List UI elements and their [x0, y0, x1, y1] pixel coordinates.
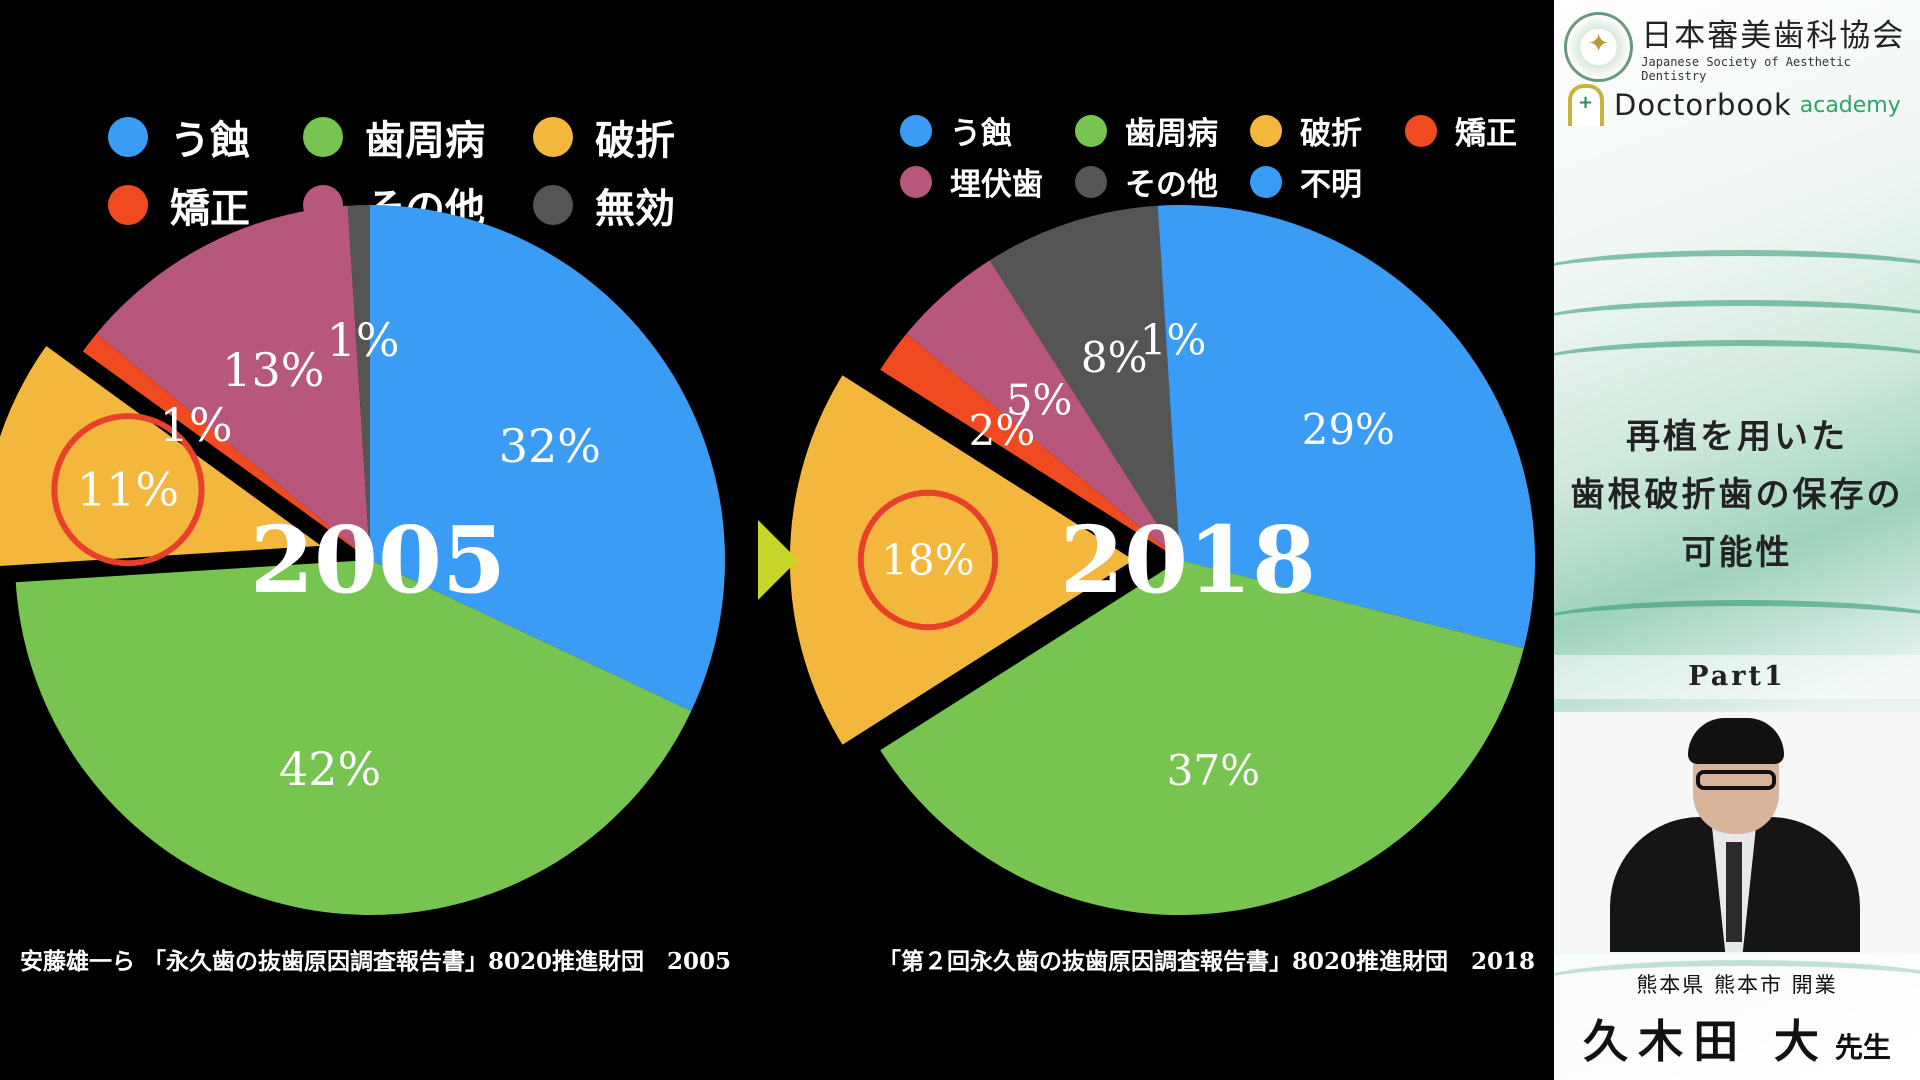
title-line: 可能性 [1681, 533, 1793, 573]
decor-wave [1554, 250, 1920, 296]
legend-item: 破折 [1250, 108, 1405, 153]
slice-label: 5% [1006, 376, 1073, 425]
legend-swatch [900, 165, 932, 198]
legend-label: う蝕 [950, 116, 1012, 152]
legend-label: 歯周病 [1125, 116, 1218, 152]
slice-label: 37% [1167, 746, 1260, 795]
slice-label: 29% [1302, 405, 1395, 454]
decor-wave [1554, 600, 1920, 646]
slice-label: 2% [969, 406, 1036, 455]
legend-swatch [1250, 165, 1282, 198]
legend-item: 無効 [533, 176, 693, 234]
legend-item: 不明 [1250, 159, 1405, 204]
citation-2005: 安藤雄一ら 「永久歯の抜歯原因調査報告書」8020推進財団 2005 [20, 948, 732, 975]
pie-slice [1180, 205, 1535, 649]
society-name: 日本審美歯科協会 [1641, 18, 1906, 54]
legend-swatch [1075, 114, 1107, 147]
legend-swatch [1405, 114, 1437, 147]
citation-2018: 「第２回永久歯の抜歯原因調査報告書」8020推進財団 2018 [878, 948, 1536, 975]
society-seal-icon [1564, 11, 1634, 82]
legend-swatch [1075, 165, 1107, 198]
legend-item: 矯正 [108, 176, 303, 234]
highlight-ring [51, 413, 205, 567]
decor-wave [1554, 300, 1920, 346]
pie-slice [15, 560, 692, 916]
pie-slice [1157, 205, 1180, 560]
brand-name: Doctorbook [1614, 88, 1792, 122]
pie-slice [370, 205, 725, 712]
legend-item: 矯正 [1405, 108, 1535, 153]
title-line: 歯根破折歯の保存の [1570, 475, 1904, 515]
slice-label: 1% [327, 313, 400, 367]
pie-charts: 32%42%11%1%13%1%200529%37%18%2%5%8%1%201… [0, 205, 1535, 916]
legend-swatch [900, 114, 932, 147]
legend-label: その他 [1125, 167, 1218, 203]
legend-label: 矯正 [1455, 116, 1517, 152]
legend-item: その他 [1075, 159, 1250, 204]
speaker-honorific: 先生 [1834, 1031, 1891, 1064]
title-line: 再植を用いた [1626, 417, 1848, 457]
pie-slice [347, 205, 370, 560]
speaker-name: 久木田 大 [1583, 1015, 1829, 1068]
pie-slice [989, 205, 1180, 561]
legend-item: 埋伏歯 [900, 159, 1075, 204]
society-logo: 日本審美歯科協会 Japanese Society of Aesthetic D… [1564, 10, 1920, 83]
pie-slice [880, 560, 1524, 915]
legend-item: う蝕 [900, 108, 1075, 153]
slice-label: 11% [77, 463, 179, 517]
slice-label: 13% [222, 343, 324, 397]
slice-label: 32% [499, 419, 601, 473]
legend-item: 破折 [533, 108, 693, 166]
slide: う蝕 歯周病 破折 矯正 その他 無効 う蝕 歯周病 破折 矯正 埋伏歯 その他 不明 32% 42% 1… [0, 108, 1536, 975]
doctorbook-logo: Doctorbook academy [1568, 84, 1901, 126]
legend-2018: う蝕 歯周病 破折 矯正埋伏歯 その他 不明 [900, 108, 1535, 204]
legend-label: 無効 [595, 186, 675, 232]
speaker-hair [1688, 718, 1784, 764]
lecture-title: 再植を用いた 歯根破折歯の保存の 可能性 [1554, 408, 1920, 582]
legend-label: 歯周病 [365, 118, 485, 164]
pie-slice [96, 205, 370, 561]
pie-slice [0, 334, 344, 575]
slice-label: 42% [279, 742, 381, 796]
highlight-ring [857, 489, 999, 631]
brand-sub: academy [1799, 92, 1901, 118]
legend-swatch [303, 117, 343, 157]
speaker-glasses [1696, 770, 1776, 790]
slice-label: 18% [881, 536, 974, 585]
legend-label: 破折 [595, 118, 675, 164]
legend-item: 歯周病 [1075, 108, 1250, 153]
speaker-video [1554, 712, 1920, 952]
pie-slice [82, 333, 371, 560]
chart-year-title: 2018 [1060, 506, 1316, 614]
legend-label: 破折 [1300, 116, 1362, 152]
legend-swatch [108, 185, 148, 225]
speaker-tie [1726, 842, 1742, 942]
pie-slice [906, 260, 1180, 560]
slice-label: 1% [160, 398, 233, 452]
legend-label: 埋伏歯 [950, 167, 1043, 203]
arrow-right-icon [758, 520, 798, 600]
legend-swatch [108, 117, 148, 157]
legend-swatch [1250, 114, 1282, 147]
slice-label: 1% [1140, 316, 1207, 365]
legend-label: 矯正 [170, 186, 250, 232]
part-label: Part1 [1554, 655, 1920, 699]
speaker-practice: 熊本県 熊本市 開業 [1636, 973, 1838, 997]
speaker-info: 熊本県 熊本市 開業 久木田 大先生 [1554, 955, 1920, 1080]
legend-item: 歯周病 [303, 108, 533, 166]
pie-slice [880, 333, 1180, 560]
legend-swatch [533, 117, 573, 157]
side-panel: 日本審美歯科協会 Japanese Society of Aesthetic D… [1554, 0, 1920, 1080]
legend-label: 不明 [1300, 167, 1362, 203]
chart-year-title: 2005 [250, 506, 506, 614]
legend-swatch [533, 185, 573, 225]
slice-label: 8% [1081, 333, 1148, 382]
legend-label: う蝕 [170, 118, 250, 164]
doctorbook-icon [1568, 84, 1604, 126]
legend-item: う蝕 [108, 108, 303, 166]
society-name-en: Japanese Society of Aesthetic Dentistry [1641, 55, 1851, 83]
decor-wave [1554, 340, 1920, 386]
